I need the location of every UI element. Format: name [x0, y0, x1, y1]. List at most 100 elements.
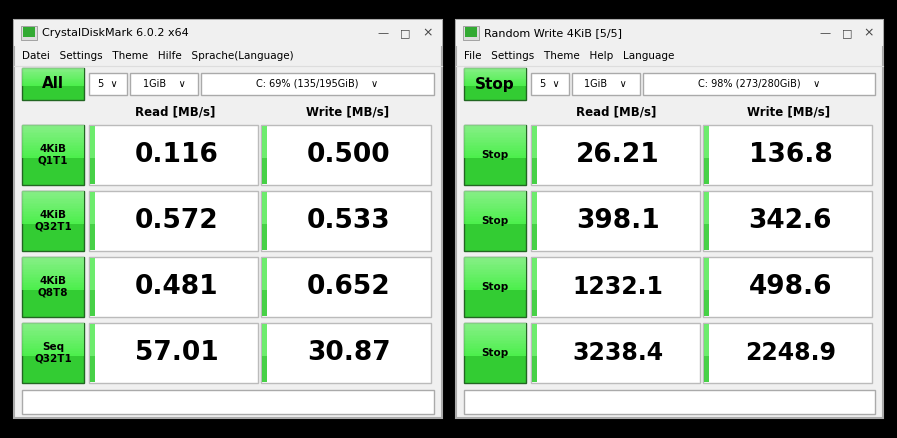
Bar — [22, 79, 84, 80]
Bar — [261, 125, 431, 185]
Bar — [532, 258, 536, 316]
Bar — [464, 155, 526, 156]
Text: 1232.1: 1232.1 — [572, 275, 664, 299]
Bar — [464, 279, 526, 280]
Bar — [21, 26, 37, 40]
Bar — [464, 280, 526, 282]
Text: File   Settings   Theme   Help   Language: File Settings Theme Help Language — [464, 51, 674, 61]
Text: 0.572: 0.572 — [135, 208, 219, 234]
Bar — [464, 125, 526, 127]
Bar — [22, 77, 84, 78]
Bar — [22, 272, 84, 273]
Bar — [464, 191, 526, 193]
Bar — [90, 192, 95, 224]
Text: Stop: Stop — [481, 348, 508, 358]
Bar — [22, 257, 84, 317]
Bar — [464, 138, 526, 140]
Bar — [464, 125, 526, 185]
Text: 5  ∨: 5 ∨ — [98, 79, 118, 89]
Bar — [464, 346, 526, 348]
Bar — [463, 26, 478, 40]
Bar — [22, 128, 84, 130]
Bar — [464, 282, 526, 283]
Bar — [90, 324, 95, 382]
Bar — [22, 141, 84, 143]
Text: 4KiB
Q1T1: 4KiB Q1T1 — [38, 144, 68, 166]
Text: 26.21: 26.21 — [576, 142, 660, 168]
Bar — [22, 354, 84, 356]
Bar — [22, 341, 84, 343]
Bar — [22, 140, 84, 141]
Bar — [702, 257, 872, 317]
Bar — [642, 73, 875, 95]
Bar — [262, 324, 267, 382]
Bar — [464, 140, 526, 141]
Bar — [89, 191, 258, 251]
Bar — [22, 265, 84, 267]
Bar — [22, 145, 84, 146]
Bar — [532, 324, 536, 356]
Bar — [22, 156, 84, 158]
Bar — [90, 258, 95, 290]
Bar — [464, 326, 526, 328]
Bar — [464, 78, 526, 79]
Bar — [456, 20, 883, 46]
Text: 0.116: 0.116 — [135, 142, 219, 168]
Bar — [530, 257, 700, 317]
Bar — [22, 335, 84, 336]
Bar — [464, 133, 526, 135]
Text: All: All — [42, 77, 64, 92]
Bar — [261, 191, 431, 251]
Bar — [22, 208, 84, 209]
Text: Seq
Q32T1: Seq Q32T1 — [34, 342, 72, 364]
Bar — [90, 126, 95, 158]
Bar — [22, 350, 84, 351]
Bar — [530, 73, 569, 95]
Bar — [22, 287, 84, 288]
Text: —: — — [378, 28, 389, 38]
Bar — [464, 338, 526, 339]
Bar — [22, 133, 84, 135]
Bar — [22, 153, 84, 155]
Bar — [464, 82, 526, 83]
Bar — [464, 219, 526, 221]
Bar — [532, 258, 536, 290]
Bar — [89, 323, 258, 383]
Text: 30.87: 30.87 — [307, 340, 391, 366]
Bar — [704, 192, 709, 224]
Bar — [22, 70, 84, 71]
Bar — [702, 191, 872, 251]
Bar — [464, 201, 526, 202]
Bar — [22, 260, 84, 262]
Bar — [262, 258, 267, 316]
Bar — [464, 70, 526, 71]
Bar — [22, 223, 84, 224]
Bar — [22, 331, 84, 333]
Bar — [464, 214, 526, 216]
Bar — [22, 137, 84, 138]
Bar — [22, 193, 84, 194]
Bar — [464, 351, 526, 353]
Bar — [464, 264, 526, 265]
Bar — [261, 323, 431, 383]
Bar — [530, 125, 700, 185]
Bar — [22, 191, 84, 251]
Bar — [22, 390, 433, 414]
Text: □: □ — [400, 28, 411, 38]
Bar — [464, 270, 526, 272]
Bar — [464, 283, 526, 285]
Bar — [22, 282, 84, 283]
Bar — [90, 192, 95, 250]
Bar — [22, 199, 84, 201]
Bar — [22, 339, 84, 341]
Text: 342.6: 342.6 — [749, 208, 832, 234]
Text: 136.8: 136.8 — [748, 142, 832, 168]
Text: □: □ — [841, 28, 852, 38]
Text: ×: × — [422, 27, 432, 39]
Bar — [464, 148, 526, 150]
Bar — [464, 259, 526, 260]
Bar — [22, 130, 84, 131]
Bar — [464, 350, 526, 351]
Text: Stop: Stop — [481, 150, 508, 160]
Text: —: — — [820, 28, 831, 38]
